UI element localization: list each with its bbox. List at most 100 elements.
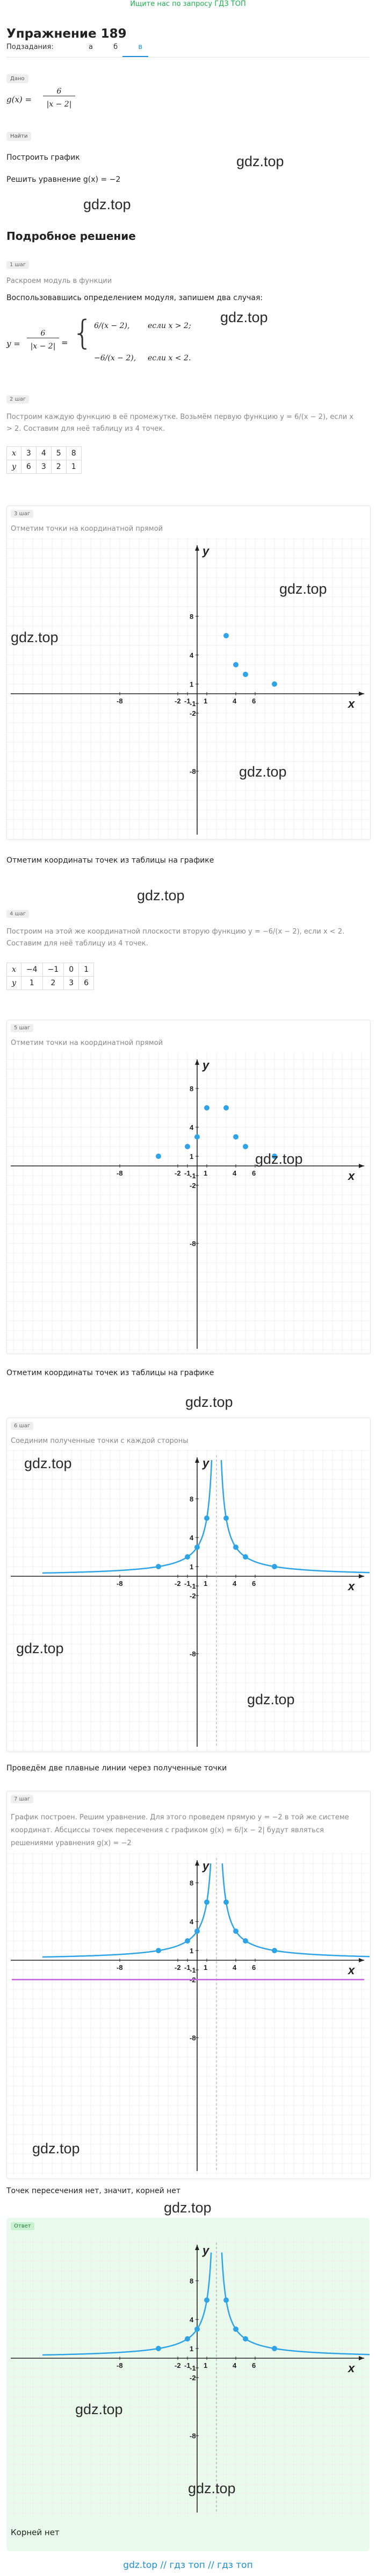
data-point	[233, 2326, 238, 2332]
tick-label: -8	[117, 2361, 123, 2369]
x-axis-label: x	[348, 1169, 355, 1183]
tick-label: 8	[190, 2277, 193, 2285]
tick-label: 4	[233, 697, 237, 705]
tick-label: -8	[190, 2432, 196, 2440]
answer-label: Ответ	[11, 2222, 34, 2230]
data-point	[243, 2336, 248, 2342]
data-point	[194, 1929, 200, 1934]
tick-label: -8	[190, 767, 196, 775]
answer-text: Корней нет	[11, 2528, 60, 2537]
step-label: 7 шаг	[11, 1795, 34, 1803]
data-point	[272, 681, 277, 687]
answer-box	[6, 2218, 370, 2551]
watermark: gdz.top	[83, 196, 131, 212]
tick-label: 1	[204, 1169, 207, 1177]
watermark: gdz.top	[236, 153, 284, 169]
y-axis-label: y	[202, 2244, 210, 2257]
tick-label: -1	[190, 1582, 196, 1590]
data-point	[233, 662, 238, 667]
tick-label: -1	[190, 2364, 196, 2372]
y-axis-label: y	[202, 544, 210, 558]
top-banner[interactable]: Ищите нас по запросу ГДЗ ТОП	[130, 0, 246, 8]
tick-label: -1	[184, 2361, 191, 2369]
divider	[6, 57, 370, 58]
table-cell: 4	[35, 446, 52, 460]
tab-subtask-a[interactable]: а	[89, 43, 93, 51]
data-point	[194, 2326, 200, 2332]
y-axis-label: y	[202, 1456, 210, 1470]
table-cell: 8	[66, 446, 82, 460]
table-cell: −4	[20, 963, 43, 977]
step-text: Раскроем модуль в функции	[6, 277, 112, 285]
between-text: Отметим координаты точек из таблицы на г…	[6, 1369, 214, 1377]
brace: {	[72, 313, 93, 352]
find-label: Найти	[6, 132, 32, 141]
tick-label: -1	[184, 1169, 191, 1177]
watermark: gdz.top	[239, 764, 287, 780]
data-point	[185, 1554, 190, 1560]
step-text: Построим каждую функцию в её промежутке.…	[6, 413, 354, 433]
table-cell: 1	[78, 963, 95, 977]
tick-label: 8	[190, 1495, 193, 1503]
between-text: Проведём две плавные линии через получен…	[6, 1764, 227, 1773]
tick-label: 8	[190, 613, 193, 621]
step-text: График построен. Решим уравнение. Для эт…	[11, 1813, 349, 1847]
data-point	[185, 1144, 190, 1149]
given-denominator: |x − 2|	[46, 100, 72, 109]
table-cell: 2	[50, 460, 67, 474]
tick-label: -1	[190, 700, 196, 708]
data-point	[156, 1564, 161, 1569]
given-numerator: 6	[43, 87, 75, 96]
footer-links[interactable]: gdz.top // гдз топ // гдз топ	[123, 2560, 253, 2571]
watermark: gdz.top	[255, 1151, 303, 1167]
table-cell: −1	[42, 963, 64, 977]
tick-label: -2	[175, 1963, 181, 1972]
watermark: gdz.top	[164, 2200, 212, 2216]
tick-label: 8	[190, 1085, 193, 1093]
step-label: 5 шаг	[11, 1024, 34, 1032]
between-text: Отметим координаты точек из таблицы на г…	[6, 856, 214, 865]
watermark: gdz.top	[16, 1640, 64, 1656]
case-2-cond: если x < 2.	[148, 354, 191, 362]
tab-subtask-v[interactable]: в	[138, 43, 143, 51]
data-point	[223, 1899, 229, 1905]
step-label: 2 шаг	[6, 395, 30, 403]
find-item: Решить уравнение g(x) = −2	[6, 175, 121, 184]
tick-label: 6	[252, 697, 256, 705]
tick-label: 1	[190, 1152, 193, 1161]
curve-right	[221, 2252, 370, 2356]
table-cell: 1	[20, 976, 43, 990]
data-point	[223, 2297, 229, 2303]
values-table: x −4 −1 0 1 y 1 2 3 6	[6, 963, 95, 990]
tick-label: -2	[190, 709, 196, 717]
tick-label: 4	[190, 1534, 194, 1542]
data-point	[243, 1938, 248, 1944]
table-cell: x	[6, 446, 21, 460]
step-label: 1 шаг	[6, 261, 30, 269]
tick-label: 1	[190, 2345, 193, 2353]
given-formula-lhs: g(x) =	[6, 95, 32, 104]
step-box	[6, 506, 371, 840]
piecewise-den: |x − 2|	[30, 342, 56, 351]
y-axis-arrow	[195, 1457, 199, 1463]
step-text: Воспользовавшись определением модуля, за…	[6, 294, 263, 302]
tick-label: 1	[190, 1947, 193, 1955]
data-point	[272, 2346, 277, 2351]
data-point	[185, 1938, 190, 1944]
tick-label: 1	[204, 2361, 207, 2369]
table-cell: 2	[42, 976, 64, 990]
x-axis-label: x	[348, 1963, 355, 1977]
tick-label: 4	[233, 1579, 237, 1588]
tick-label: -8	[117, 1963, 123, 1972]
watermark: gdz.top	[11, 629, 59, 645]
curve-left	[42, 1460, 213, 1574]
curve-right	[220, 1460, 370, 1574]
tick-label: 4	[233, 1963, 237, 1972]
data-point	[204, 1515, 209, 1521]
y-axis-arrow	[195, 545, 199, 551]
tab-subtask-b[interactable]: б	[113, 43, 118, 51]
x-axis-arrow	[359, 692, 364, 696]
tick-label: -1	[184, 1579, 191, 1588]
